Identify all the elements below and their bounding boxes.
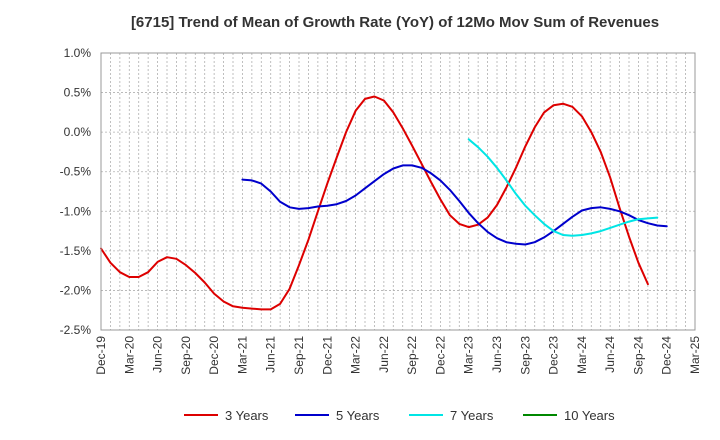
x-tick-label: Jun-20 <box>151 336 165 373</box>
y-axis-ticks: 1.0% 0.5% 0.0% -0.5% -1.0% -1.5% -2.0% -2.5% <box>60 46 92 337</box>
x-tick-label: Sep-22 <box>405 336 419 375</box>
series-line-5-years <box>241 164 668 246</box>
y-tick-label: -2.0% <box>60 283 92 297</box>
legend-label: 3 Years <box>225 408 269 423</box>
series-lines <box>100 95 668 311</box>
legend-label: 7 Years <box>450 408 494 423</box>
y-tick-label: -1.0% <box>60 204 92 218</box>
legend: 3 Years 5 Years 7 Years 10 Years <box>184 408 615 423</box>
x-tick-label: Sep-23 <box>518 336 532 375</box>
legend-label: 5 Years <box>336 408 380 423</box>
series-line-7-years <box>467 138 659 237</box>
legend-label: 10 Years <box>564 408 615 423</box>
x-tick-label: Mar-25 <box>688 336 702 374</box>
x-tick-label: Jun-24 <box>603 336 617 373</box>
plot-frame <box>100 52 696 331</box>
x-tick-label: Dec-21 <box>320 336 334 375</box>
chart-title: [6715] Trend of Mean of Growth Rate (YoY… <box>131 14 659 31</box>
x-tick-label: Mar-22 <box>349 336 363 374</box>
x-tick-label: Mar-23 <box>462 336 476 374</box>
x-tick-label: Sep-20 <box>179 336 193 375</box>
x-tick-label: Dec-19 <box>94 336 108 375</box>
x-tick-label: Sep-21 <box>292 336 306 375</box>
y-tick-label: 0.5% <box>64 86 92 100</box>
x-tick-label: Dec-24 <box>660 336 674 375</box>
x-tick-label: Jun-21 <box>264 336 278 373</box>
y-tick-label: 1.0% <box>64 46 92 60</box>
x-tick-label: Mar-24 <box>575 336 589 374</box>
y-tick-label: -0.5% <box>60 165 92 179</box>
y-tick-label: 0.0% <box>64 125 92 139</box>
grid <box>100 52 696 331</box>
x-tick-label: Jun-23 <box>490 336 504 373</box>
y-tick-label: -1.5% <box>60 244 92 258</box>
x-axis-ticks: Dec-19 Mar-20 Jun-20 Sep-20 Dec-20 Mar-21 Jun-… <box>94 336 702 375</box>
x-tick-label: Dec-23 <box>547 336 561 375</box>
y-tick-label: -2.5% <box>60 323 92 337</box>
x-tick-label: Jun-22 <box>377 336 391 373</box>
x-tick-label: Mar-21 <box>235 336 249 374</box>
x-tick-label: Mar-20 <box>122 336 136 374</box>
x-tick-label: Sep-24 <box>631 336 645 375</box>
x-tick-label: Dec-20 <box>207 336 221 375</box>
series-line-3-years <box>100 95 649 311</box>
x-tick-label: Dec-22 <box>433 336 447 375</box>
